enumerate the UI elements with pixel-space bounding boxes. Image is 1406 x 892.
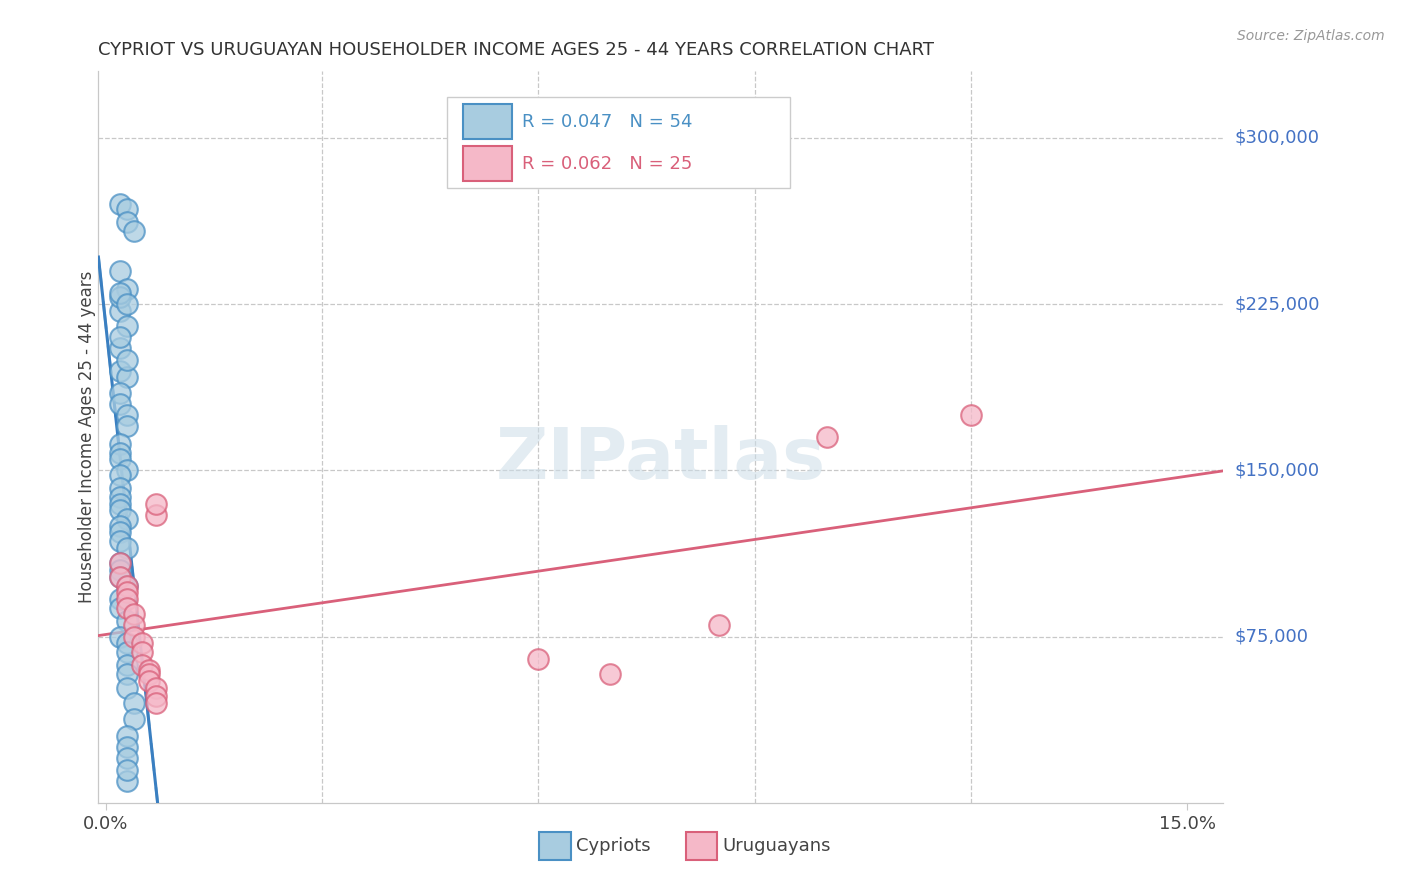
Point [117, 591, 139, 606]
Point [108, 197, 131, 211]
Text: ZIPatlas: ZIPatlas [496, 425, 825, 493]
Point [108, 285, 131, 300]
Point [124, 630, 146, 644]
Point [117, 636, 139, 650]
Point [138, 663, 160, 677]
Point [131, 658, 153, 673]
Point [124, 607, 146, 622]
Point [108, 503, 131, 517]
Point [117, 585, 139, 599]
Point [117, 740, 139, 755]
Point [145, 690, 167, 704]
Point [124, 618, 146, 632]
Point [815, 430, 838, 444]
Point [108, 518, 131, 533]
Point [108, 467, 131, 482]
Point [117, 645, 139, 659]
Text: R = 0.062   N = 25: R = 0.062 N = 25 [523, 154, 693, 173]
Point [117, 463, 139, 477]
Point [108, 290, 131, 304]
Point [108, 490, 131, 504]
Point [145, 681, 167, 695]
Point [108, 570, 131, 584]
Point [117, 600, 139, 615]
Point [108, 385, 131, 400]
Y-axis label: Householder Income Ages 25 - 44 years: Householder Income Ages 25 - 44 years [79, 271, 96, 603]
Text: R = 0.047   N = 54: R = 0.047 N = 54 [523, 112, 693, 130]
Point [108, 363, 131, 377]
FancyBboxPatch shape [540, 832, 571, 860]
Point [117, 658, 139, 673]
Text: Uruguayans: Uruguayans [723, 837, 831, 855]
Point [108, 303, 131, 318]
Point [117, 614, 139, 628]
Point [117, 667, 139, 681]
Text: $75,000: $75,000 [1234, 628, 1309, 646]
Point [117, 282, 139, 296]
Point [108, 557, 131, 571]
Point [117, 419, 139, 434]
Point [960, 408, 983, 422]
Point [145, 508, 167, 522]
Point [108, 534, 131, 549]
Point [108, 497, 131, 511]
Point [599, 667, 621, 681]
Text: CYPRIOT VS URUGUAYAN HOUSEHOLDER INCOME AGES 25 - 44 YEARS CORRELATION CHART: CYPRIOT VS URUGUAYAN HOUSEHOLDER INCOME … [98, 41, 935, 59]
Point [117, 512, 139, 526]
Point [108, 563, 131, 577]
Point [707, 618, 730, 632]
Point [131, 636, 153, 650]
Point [117, 319, 139, 334]
FancyBboxPatch shape [447, 97, 790, 188]
Text: Source: ZipAtlas.com: Source: ZipAtlas.com [1237, 29, 1385, 43]
FancyBboxPatch shape [686, 832, 717, 860]
Text: $225,000: $225,000 [1234, 295, 1320, 313]
Point [108, 570, 131, 584]
Point [117, 578, 139, 592]
Point [108, 445, 131, 459]
Point [117, 729, 139, 743]
Point [117, 215, 139, 229]
Point [138, 673, 160, 688]
FancyBboxPatch shape [463, 104, 512, 139]
Point [117, 763, 139, 777]
Point [117, 408, 139, 422]
Point [117, 751, 139, 765]
Point [117, 370, 139, 384]
Point [117, 297, 139, 311]
Point [108, 630, 131, 644]
Point [108, 342, 131, 356]
Point [131, 645, 153, 659]
Point [117, 352, 139, 367]
Point [108, 557, 131, 571]
FancyBboxPatch shape [463, 146, 512, 181]
Point [108, 452, 131, 467]
Point [108, 591, 131, 606]
Point [124, 224, 146, 238]
Point [145, 696, 167, 710]
Point [124, 712, 146, 726]
Text: $300,000: $300,000 [1234, 128, 1319, 147]
Point [108, 525, 131, 540]
Point [117, 681, 139, 695]
Point [145, 497, 167, 511]
Point [117, 578, 139, 592]
Point [117, 773, 139, 788]
Point [124, 696, 146, 710]
Point [117, 202, 139, 216]
Point [108, 436, 131, 450]
Point [108, 330, 131, 344]
Point [138, 667, 160, 681]
Point [108, 600, 131, 615]
Point [117, 541, 139, 555]
Point [108, 481, 131, 495]
Point [108, 264, 131, 278]
Text: Cypriots: Cypriots [576, 837, 651, 855]
Text: $150,000: $150,000 [1234, 461, 1320, 479]
Point [108, 397, 131, 411]
Point [527, 651, 550, 665]
